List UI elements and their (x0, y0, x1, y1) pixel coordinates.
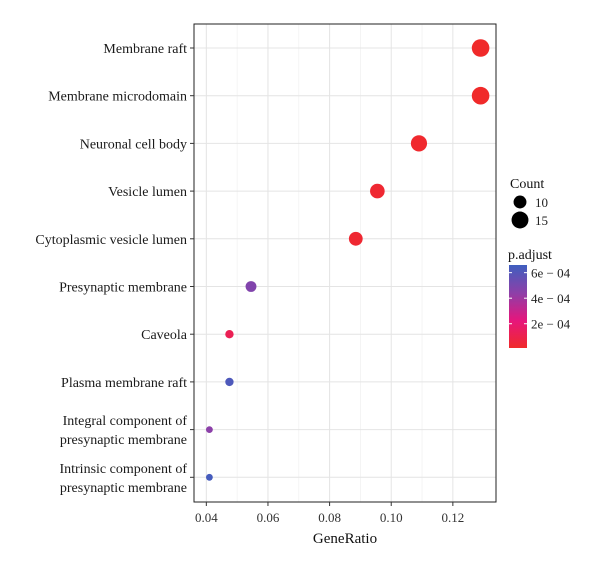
data-point (225, 377, 234, 387)
count-legend: Count 10 15 (510, 177, 548, 229)
x-tick-label: 0.12 (441, 510, 464, 525)
p-adjust-tick-label: 4e − 04 (531, 291, 571, 306)
y-tick-label: Integral component of presynaptic membran… (60, 414, 187, 448)
data-point (410, 135, 428, 152)
p-adjust-tick-label: 2e − 04 (531, 317, 571, 332)
data-points (206, 39, 490, 481)
y-tick-label: Caveola (141, 328, 188, 343)
count-legend-marker (513, 195, 527, 209)
y-tick-label: Intrinsic component of presynaptic membra… (59, 462, 187, 496)
p-adjust-colorbar (509, 265, 527, 348)
x-axis-title: GeneRatio (313, 531, 377, 547)
y-tick-label: Presynaptic membrane (59, 281, 187, 296)
x-tick-label: 0.08 (318, 510, 341, 525)
y-tick-label: Plasma membrane raft (61, 376, 187, 391)
data-point (206, 426, 213, 433)
count-legend-title: Count (510, 177, 544, 192)
y-tick-label: Vesicle lumen (108, 185, 187, 200)
y-tick-label: Neuronal cell body (80, 137, 187, 152)
y-tick-label: Cytoplasmic vesicle lumen (35, 233, 187, 248)
count-legend-marker (511, 211, 529, 229)
y-axis-labels: Membrane raft Membrane microdomain Neurona… (35, 42, 194, 496)
data-point (206, 473, 213, 481)
count-legend-label: 10 (535, 195, 548, 210)
grid (194, 24, 496, 502)
x-axis-ticks: 0.04 0.06 0.08 0.10 0.12 (195, 502, 464, 525)
data-point (225, 330, 234, 339)
data-point (348, 231, 363, 246)
y-tick-label: Membrane microdomain (48, 90, 187, 105)
x-tick-label: 0.06 (257, 510, 280, 525)
plot-panel-border (193, 23, 497, 503)
p-adjust-legend: p.adjust 6e − 04 4e − 04 2e − 04 (508, 248, 571, 348)
data-point (471, 86, 490, 105)
y-tick-label: Membrane raft (103, 42, 187, 57)
data-point (471, 39, 490, 57)
p-adjust-tick-label: 6e − 04 (531, 266, 571, 281)
x-tick-label: 0.10 (380, 510, 403, 525)
x-tick-label: 0.04 (195, 510, 218, 525)
count-legend-label: 15 (535, 213, 548, 228)
data-point (370, 183, 385, 199)
data-point (245, 281, 257, 292)
p-adjust-legend-title: p.adjust (508, 248, 552, 263)
